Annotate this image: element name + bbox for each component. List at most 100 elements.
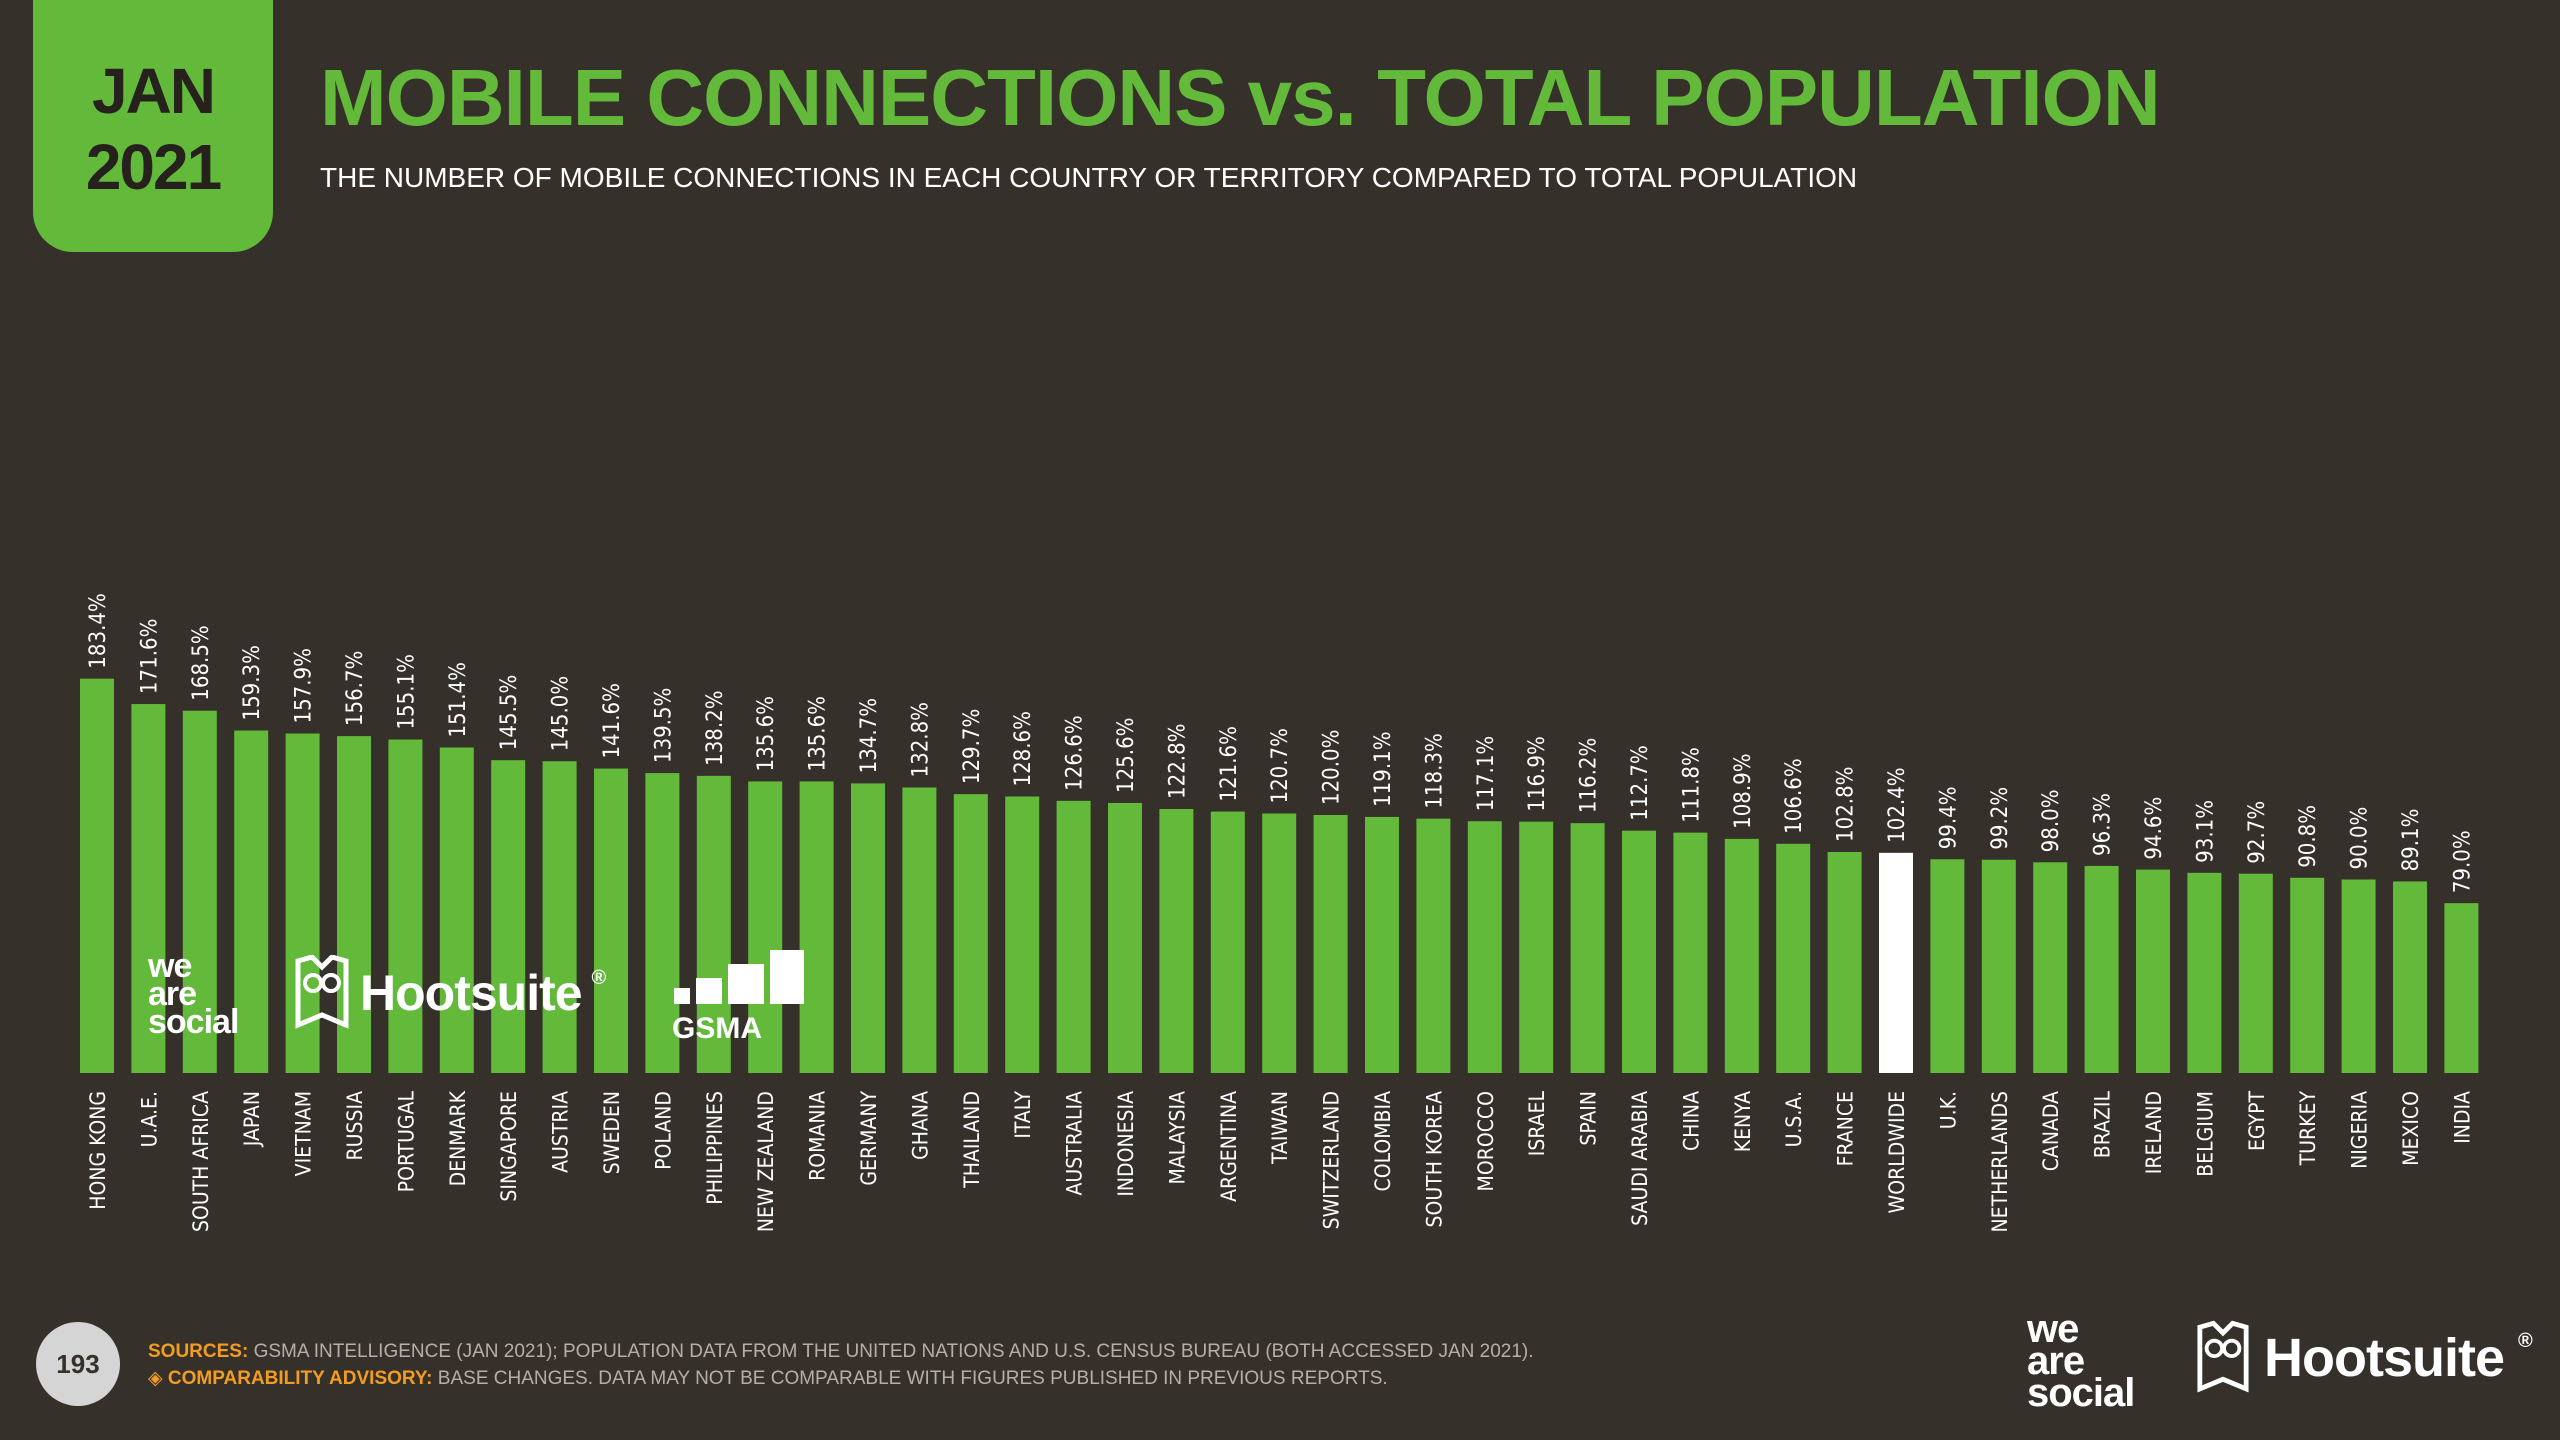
owl-icon bbox=[295, 955, 349, 1029]
value-label-india: 79.0% bbox=[2450, 830, 2475, 893]
bar-china bbox=[1673, 832, 1708, 1073]
value-label-u-a-e: 171.6% bbox=[137, 619, 162, 694]
bar-kenya bbox=[1724, 838, 1759, 1073]
category-label-new-zealand: NEW ZEALAND bbox=[754, 1091, 778, 1232]
value-label-canada: 98.0% bbox=[2039, 789, 2064, 852]
category-label-netherlands: NETHERLANDS bbox=[1988, 1091, 2012, 1232]
bar-u-k bbox=[1930, 859, 1965, 1073]
category-label-indonesia: INDONESIA bbox=[1114, 1091, 1138, 1197]
value-label-france: 102.8% bbox=[1834, 767, 1859, 842]
category-label-ghana: GHANA bbox=[908, 1091, 932, 1160]
category-label-u-a-e: U.A.E. bbox=[137, 1091, 161, 1147]
bar-switzerland bbox=[1313, 815, 1348, 1073]
bar-philippines bbox=[696, 775, 731, 1073]
bar-germany bbox=[851, 783, 885, 1073]
category-label-poland: POLAND bbox=[651, 1091, 675, 1170]
bar-netherlands bbox=[1981, 859, 2016, 1073]
category-label-argentina: ARGENTINA bbox=[1217, 1091, 1241, 1202]
category-label-morocco: MOROCCO bbox=[1474, 1091, 1498, 1191]
value-label-morocco: 117.1% bbox=[1474, 736, 1499, 811]
category-label-egypt: EGYPT bbox=[2245, 1091, 2269, 1151]
bar-portugal bbox=[388, 739, 423, 1073]
bar-india bbox=[2444, 903, 2479, 1073]
badge-month: JAN bbox=[91, 54, 216, 127]
sources-line: SOURCES: GSMA INTELLIGENCE (JAN 2021); P… bbox=[148, 1338, 1534, 1365]
advisory-label: COMPARABILITY ADVISORY: bbox=[167, 1368, 433, 1389]
hootsuite-logo: Hootsuite ® bbox=[294, 955, 606, 1031]
value-label-south-korea: 118.3% bbox=[1422, 733, 1447, 808]
bar-canada bbox=[2033, 862, 2068, 1073]
bar-ireland bbox=[2136, 869, 2170, 1073]
bar-turkey bbox=[2290, 877, 2325, 1073]
date-badge: JAN 2021 bbox=[33, 0, 273, 252]
category-label-south-korea: SOUTH KOREA bbox=[1422, 1091, 1446, 1228]
page-title: MOBILE CONNECTIONS vs. TOTAL POPULATION bbox=[320, 53, 2161, 142]
bar-south-korea bbox=[1416, 818, 1451, 1073]
bar-romania bbox=[799, 781, 834, 1073]
category-label-thailand: THAILAND bbox=[960, 1091, 984, 1189]
category-label-malaysia: MALAYSIA bbox=[1165, 1091, 1189, 1185]
bar-indonesia bbox=[1108, 802, 1142, 1073]
value-label-israel: 116.9% bbox=[1525, 736, 1550, 811]
page-number: 193 bbox=[36, 1322, 120, 1406]
bar-italy bbox=[1005, 796, 1040, 1073]
bar-colombia bbox=[1365, 816, 1399, 1073]
bar-saudi-arabia bbox=[1622, 830, 1656, 1073]
category-label-spain: SPAIN bbox=[1577, 1091, 1601, 1146]
value-label-switzerland: 120.0% bbox=[1320, 730, 1345, 805]
value-label-u-s-a: 106.6% bbox=[1782, 758, 1807, 833]
category-label-singapore: SINGAPORE bbox=[497, 1091, 521, 1202]
category-label-canada: CANADA bbox=[2039, 1091, 2063, 1171]
category-label-france: FRANCE bbox=[1834, 1091, 1858, 1166]
value-label-hong-kong: 183.4% bbox=[86, 593, 111, 668]
bar-argentina bbox=[1210, 811, 1245, 1073]
value-label-singapore: 145.5% bbox=[497, 675, 522, 750]
bar-sweden bbox=[594, 768, 628, 1073]
hootsuite-footer-logo: Hootsuite ® bbox=[2196, 1320, 2533, 1396]
value-label-indonesia: 125.6% bbox=[1114, 718, 1139, 793]
value-label-ireland: 94.6% bbox=[2142, 797, 2167, 860]
category-label-philippines: PHILIPPINES bbox=[703, 1091, 727, 1205]
category-label-saudi-arabia: SAUDI ARABIA bbox=[1628, 1091, 1652, 1226]
value-label-netherlands: 99.2% bbox=[1988, 787, 2013, 850]
category-label-romania: ROMANIA bbox=[806, 1091, 830, 1181]
value-label-saudi-arabia: 112.7% bbox=[1628, 745, 1653, 820]
category-label-vietnam: VIETNAM bbox=[292, 1091, 316, 1176]
bar-hong-kong bbox=[80, 678, 114, 1073]
value-label-egypt: 92.7% bbox=[2245, 801, 2270, 864]
bar-egypt bbox=[2238, 873, 2273, 1073]
bar-u-a-e bbox=[131, 704, 166, 1073]
category-label-brazil: BRAZIL bbox=[2091, 1091, 2115, 1159]
category-label-colombia: COLOMBIA bbox=[1371, 1091, 1395, 1192]
category-label-u-k: U.K. bbox=[1936, 1091, 1960, 1129]
advisory-line: ◈ COMPARABILITY ADVISORY: BASE CHANGES. … bbox=[148, 1365, 1534, 1392]
value-label-new-zealand: 135.6% bbox=[754, 696, 779, 771]
category-label-mexico: MEXICO bbox=[2399, 1091, 2423, 1166]
footer-sources: SOURCES: GSMA INTELLIGENCE (JAN 2021); P… bbox=[148, 1338, 1534, 1392]
bar-new-zealand bbox=[748, 781, 783, 1073]
category-label-u-s-a: U.S.A. bbox=[1782, 1091, 1806, 1147]
bar-taiwan bbox=[1262, 813, 1297, 1073]
value-label-taiwan: 120.7% bbox=[1268, 728, 1293, 803]
category-label-hong-kong: HONG KONG bbox=[86, 1091, 110, 1210]
bar-malaysia bbox=[1159, 808, 1194, 1073]
value-label-austria: 145.0% bbox=[549, 676, 574, 751]
bar-south-africa bbox=[182, 710, 217, 1073]
bar-spain bbox=[1570, 823, 1605, 1073]
category-label-austria: AUSTRIA bbox=[549, 1091, 573, 1173]
bar-russia bbox=[337, 736, 371, 1073]
value-label-worldwide: 102.4% bbox=[1885, 767, 1910, 842]
value-label-germany: 134.7% bbox=[857, 698, 882, 773]
value-label-vietnam: 157.9% bbox=[292, 648, 317, 723]
value-label-ghana: 132.8% bbox=[908, 702, 933, 777]
sources-text: GSMA INTELLIGENCE (JAN 2021); POPULATION… bbox=[253, 1341, 1534, 1362]
category-label-nigeria: NIGERIA bbox=[2348, 1091, 2372, 1169]
category-label-india: INDIA bbox=[2450, 1091, 2474, 1144]
category-label-denmark: DENMARK bbox=[446, 1090, 470, 1186]
value-label-u-k: 99.4% bbox=[1936, 786, 1961, 849]
category-label-belgium: BELGIUM bbox=[2193, 1091, 2217, 1177]
bar-nigeria bbox=[2341, 879, 2376, 1073]
category-label-ireland: IRELAND bbox=[2142, 1091, 2166, 1174]
value-label-russia: 156.7% bbox=[343, 651, 368, 726]
value-label-argentina: 121.6% bbox=[1217, 726, 1242, 801]
